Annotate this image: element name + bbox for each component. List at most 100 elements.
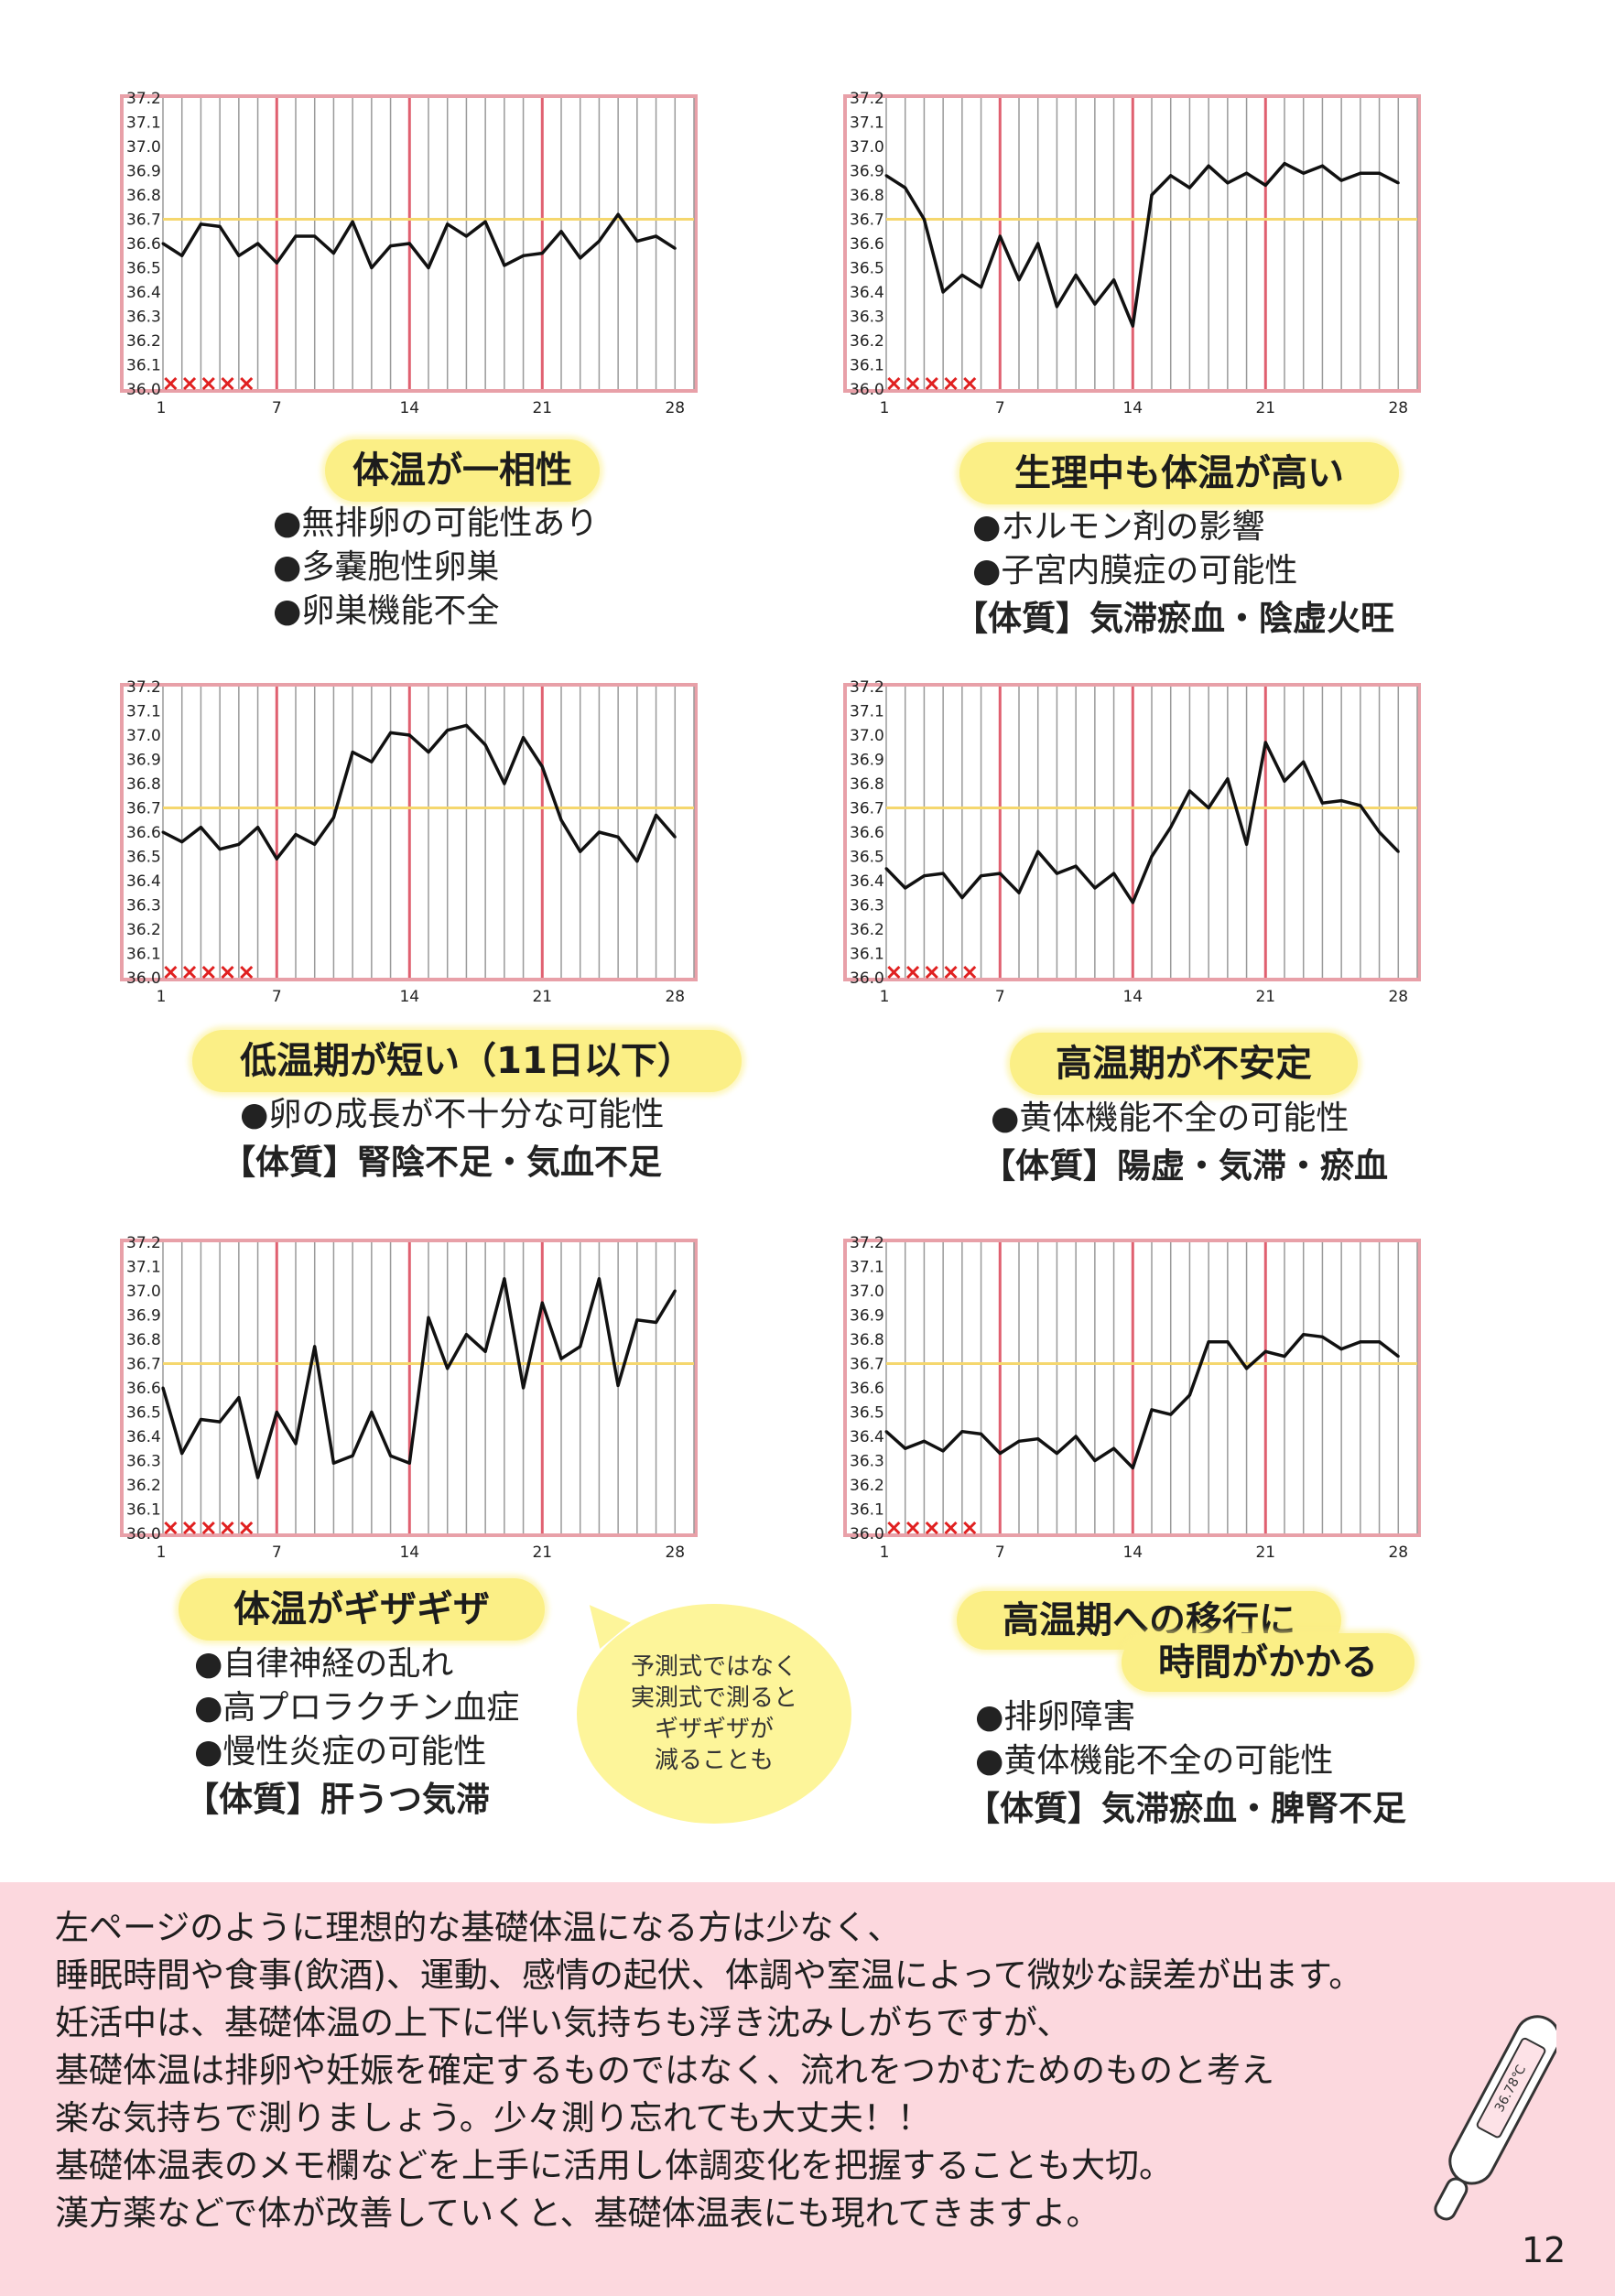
y-tick-label: 36.6	[126, 1380, 161, 1398]
temperature-point	[1396, 1355, 1400, 1359]
x-tick-label: 14	[399, 399, 419, 417]
temperature-point	[559, 1357, 563, 1360]
note-item: ●無排卵の可能性あり	[273, 504, 599, 542]
temperature-point	[1378, 171, 1382, 175]
period-mark	[963, 965, 977, 980]
period-mark	[944, 376, 958, 391]
temperature-point	[1074, 1435, 1078, 1438]
period-mark	[240, 965, 254, 980]
temperature-point	[199, 1417, 202, 1421]
notes-unstable-high-phase: ●黄体機能不全の可能性 【体質】陽虚・気滞・瘀血	[981, 1097, 1388, 1188]
period-mark	[183, 1521, 197, 1535]
footer-line: 妊活中は、基礎体温の上下に伴い気持ちも浮き沈みしがちですが、	[55, 2003, 1071, 2042]
footer-text: 左ページのように理想的な基礎体温になる方は少なく、 睡眠時間や食事(飲酒)、運動…	[55, 1904, 1556, 2237]
x-tick-label: 1	[157, 1543, 167, 1562]
temperature-point	[1036, 850, 1040, 853]
y-tick-label: 37.2	[850, 90, 884, 108]
temperature-point	[180, 254, 184, 257]
temperature-point	[941, 1449, 945, 1453]
temperature-point	[1112, 872, 1116, 875]
y-tick-label: 36.6	[850, 1380, 884, 1398]
temperature-point	[1187, 1393, 1191, 1397]
temperature-point	[483, 220, 487, 223]
y-tick-label: 36.1	[850, 946, 884, 964]
y-tick-label: 36.9	[850, 163, 884, 181]
temperature-point	[503, 264, 506, 267]
temperature-point	[389, 244, 393, 248]
y-tick-label: 37.0	[850, 1283, 884, 1301]
period-mark	[201, 376, 215, 391]
y-tick-label: 37.1	[850, 1259, 884, 1277]
x-tick-label: 28	[1388, 1543, 1408, 1562]
period-mark	[164, 1521, 178, 1535]
temperature-point	[1017, 278, 1021, 282]
y-tick-label: 36.5	[126, 1404, 161, 1423]
note-item: ●黄体機能不全の可能性	[975, 1742, 1334, 1780]
y-tick-label: 36.1	[126, 1501, 161, 1520]
x-tick-label: 28	[665, 399, 685, 417]
temperature-point	[884, 1430, 888, 1434]
temperature-point	[218, 848, 222, 851]
temperature-point	[446, 729, 450, 732]
y-tick-label: 36.6	[126, 235, 161, 254]
y-tick-label: 36.5	[850, 260, 884, 278]
period-mark	[925, 965, 938, 980]
y-tick-label: 36.3	[850, 309, 884, 327]
temperature-point	[427, 266, 430, 269]
temperature-point	[655, 234, 658, 238]
temperature-point	[635, 860, 639, 863]
period-mark	[221, 965, 234, 980]
period-mark	[906, 965, 920, 980]
y-tick-label: 37.0	[126, 727, 161, 745]
y-tick-label: 36.4	[126, 1428, 161, 1446]
y-tick-label: 36.5	[126, 849, 161, 867]
y-tick-label: 37.1	[850, 703, 884, 721]
temperature-point	[1245, 1367, 1249, 1370]
temperature-point	[980, 1432, 983, 1435]
temperature-point	[370, 1411, 374, 1413]
x-tick-label: 21	[532, 988, 552, 1006]
y-tick-label: 36.8	[850, 775, 884, 794]
temperature-point	[540, 764, 544, 768]
y-tick-label: 36.0	[126, 381, 161, 399]
temperature-point	[597, 1277, 601, 1281]
period-mark	[221, 1521, 234, 1535]
temperature-point	[237, 842, 241, 846]
y-tick-label: 37.0	[126, 1283, 161, 1301]
period-mark	[944, 1521, 958, 1535]
temperature-point	[1017, 891, 1021, 894]
y-tick-label: 37.0	[850, 727, 884, 745]
temperature-point	[522, 736, 526, 740]
temperature-point	[199, 826, 202, 829]
y-tick-label: 36.4	[126, 284, 161, 302]
x-tick-label: 28	[1388, 988, 1408, 1006]
temperature-point	[960, 1430, 964, 1434]
x-tick-label: 7	[272, 1543, 282, 1562]
temperature-point	[1226, 181, 1230, 185]
temperature-point	[1055, 1452, 1058, 1456]
x-tick-label: 7	[995, 1543, 1005, 1562]
period-mark	[906, 1521, 920, 1535]
temperature-point	[275, 857, 278, 861]
temperature-point	[1207, 807, 1210, 809]
period-mark	[963, 376, 977, 391]
y-tick-label: 36.3	[126, 309, 161, 327]
temperature-point	[1320, 1335, 1324, 1338]
x-tick-label: 1	[880, 399, 890, 417]
temperature-point	[199, 222, 202, 226]
period-mark	[887, 1521, 901, 1535]
temperature-point	[579, 850, 582, 853]
temperature-series-line	[162, 212, 677, 270]
temperature-point	[522, 1386, 526, 1390]
y-tick-label: 36.7	[850, 211, 884, 230]
chart-title-monophasic: 体温が一相性	[325, 439, 600, 502]
y-tick-label: 36.0	[126, 969, 161, 988]
period-mark	[925, 376, 938, 391]
temperature-point	[1320, 164, 1324, 168]
y-tick-label: 36.6	[850, 235, 884, 254]
y-tick-label: 36.7	[126, 211, 161, 230]
temperature-point	[1359, 171, 1362, 175]
bubble-line: ギザギザが	[654, 1716, 774, 1743]
bubble-line: 実測式で測ると	[630, 1684, 797, 1712]
temperature-point	[655, 813, 658, 817]
